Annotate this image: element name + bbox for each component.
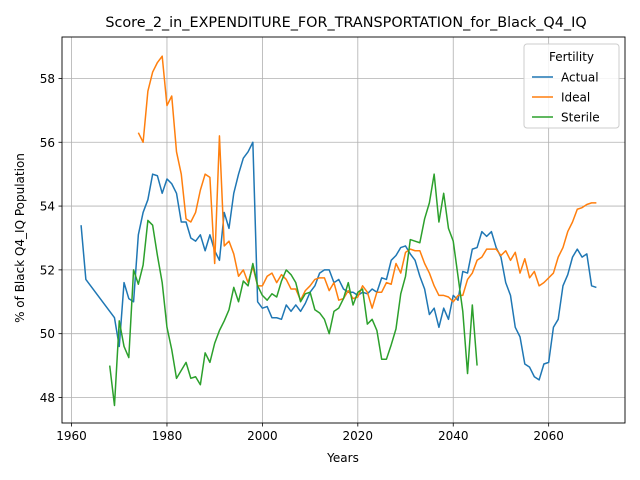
chart-title: Score_2_in_EXPENDITURE_FOR_TRANSPORTATIO… [105, 15, 586, 31]
x-tick-label: 2020 [343, 429, 374, 443]
y-tick-label: 54 [40, 200, 55, 214]
y-tick-label: 48 [40, 391, 55, 405]
x-tick-label: 1960 [56, 429, 87, 443]
x-tick-label: 2000 [247, 429, 278, 443]
y-tick-label: 58 [40, 72, 55, 86]
axis-ticks: 1960 1980 2000 2020 2040 2060 48 50 52 54 56 58 [40, 72, 564, 443]
x-tick-label: 1980 [152, 429, 183, 443]
gridlines [62, 37, 625, 423]
y-axis-label: % of Black Q4_IQ Population [13, 153, 27, 323]
legend-box [523, 43, 620, 129]
x-tick-label: 2040 [438, 429, 469, 443]
series-line-sterile [108, 173, 478, 407]
y-tick-label: 56 [40, 136, 55, 150]
series-line-actual [80, 141, 597, 381]
x-tick-label: 2060 [533, 429, 564, 443]
y-tick-label: 52 [40, 263, 55, 277]
legend: Fertility Actual Ideal Sterile [523, 43, 620, 129]
series-line-ideal [137, 55, 597, 309]
legend-label-sterile: Sterile [561, 111, 600, 125]
legend-label-actual: Actual [561, 71, 599, 85]
series-lines [80, 55, 597, 407]
y-tick-label: 50 [40, 327, 55, 341]
legend-label-ideal: Ideal [561, 91, 590, 105]
plot-frame [61, 36, 626, 424]
legend-title: Fertility [549, 50, 594, 64]
x-axis-label: Years [326, 451, 359, 465]
